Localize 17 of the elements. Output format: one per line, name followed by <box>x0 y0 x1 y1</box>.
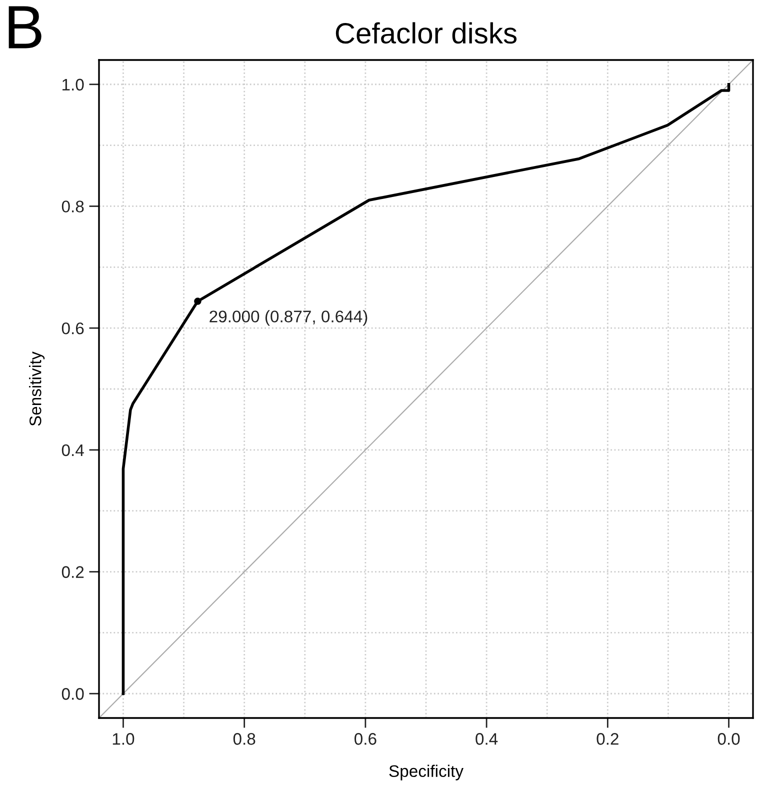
x-tick-label: 0.4 <box>476 733 498 745</box>
y-tick-label: 1.0 <box>62 78 84 91</box>
y-tick-label: 0.4 <box>62 444 84 456</box>
y-tick-label: 0.8 <box>62 200 84 212</box>
x-axis-title: Specificity <box>389 764 464 780</box>
annotation: 29.000 (0.877, 0.644) <box>210 310 368 326</box>
y-tick-label: 0.0 <box>62 688 84 700</box>
x-tick-label: 0.8 <box>233 733 256 745</box>
y-tick-label: 0.2 <box>62 566 84 578</box>
chart-title: Cefaclor disks <box>336 22 517 44</box>
text: B <box>8 6 42 48</box>
y-axis-title: Sensitivity <box>29 352 45 426</box>
x-tick-label: 1.0 <box>112 733 134 745</box>
y-tick-label: 0.6 <box>62 322 84 334</box>
x-tick-label: 0.0 <box>718 733 740 745</box>
x-tick-label: 0.6 <box>354 733 376 745</box>
x-tick-label: 0.2 <box>596 733 618 745</box>
